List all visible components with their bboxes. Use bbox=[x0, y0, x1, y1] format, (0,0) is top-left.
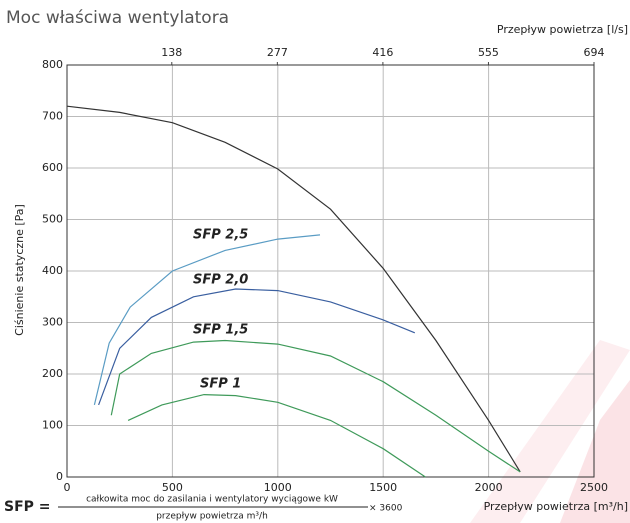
plot-frame bbox=[66, 64, 595, 478]
y-tick-label: 700 bbox=[42, 110, 63, 123]
series-label: SFP 1 bbox=[200, 377, 241, 392]
series-line bbox=[66, 105, 521, 473]
series-line bbox=[127, 393, 426, 478]
x2-tick-label: 277 bbox=[267, 46, 288, 59]
x-tick-label: 500 bbox=[162, 481, 183, 494]
y-tick-label: 100 bbox=[42, 419, 63, 432]
y-tick-label: 800 bbox=[42, 58, 63, 71]
y-tick-label: 300 bbox=[42, 316, 63, 329]
x-tick-label: 2500 bbox=[580, 481, 608, 494]
y-tick-label: 0 bbox=[56, 470, 63, 483]
series-label: SFP 2,5 bbox=[193, 228, 248, 243]
series-line bbox=[93, 234, 321, 406]
formula-numerator: całkowita moc do zasilania i wentylatory… bbox=[86, 495, 338, 505]
x2-axis-label: Przepływ powietrza [l/s] bbox=[497, 23, 628, 36]
formula-denominator: przepływ powietrza m³/h bbox=[156, 512, 268, 522]
x-tick-label: 0 bbox=[64, 481, 71, 494]
x2-tick-label: 416 bbox=[372, 46, 393, 59]
formula-lhs: SFP = bbox=[4, 499, 51, 515]
watermark bbox=[560, 380, 630, 523]
series-label: SFP 2,0 bbox=[193, 273, 248, 288]
x-axis-label: Przepływ powietrza [m³/h] bbox=[484, 500, 628, 513]
x2-tick-label: 555 bbox=[478, 46, 499, 59]
series-line bbox=[98, 288, 416, 406]
x-tick-label: 2000 bbox=[475, 481, 503, 494]
x-tick-label: 1000 bbox=[264, 481, 292, 494]
chart-title: Moc właściwa wentylatora bbox=[6, 8, 229, 28]
y-tick-label: 500 bbox=[42, 213, 63, 226]
x2-tick-label: 138 bbox=[161, 46, 182, 59]
formula-factor: × 3600 bbox=[369, 504, 403, 514]
y-axis-label: Ciśnienie statyczne [Pa] bbox=[13, 204, 26, 336]
x-tick-label: 1500 bbox=[369, 481, 397, 494]
y-tick-label: 400 bbox=[42, 264, 63, 277]
y-tick-label: 200 bbox=[42, 367, 63, 380]
series-line bbox=[110, 339, 521, 473]
x2-tick-label: 694 bbox=[584, 46, 605, 59]
y-tick-label: 600 bbox=[42, 161, 63, 174]
series-label: SFP 1,5 bbox=[193, 323, 248, 338]
